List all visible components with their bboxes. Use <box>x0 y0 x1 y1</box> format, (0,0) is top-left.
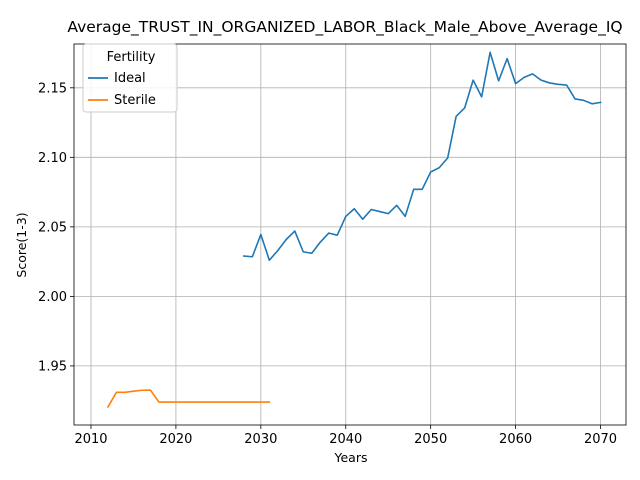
y-tick-label: 2.05 <box>38 220 67 235</box>
y-axis-label: Score(1-3) <box>14 212 29 277</box>
legend-title: Fertility <box>107 50 156 65</box>
series-layer <box>106 51 602 409</box>
x-axis: 2010 2020 2030 2040 2050 2060 2070 <box>74 425 617 447</box>
x-tick-label: 2060 <box>499 432 532 447</box>
x-tick-label: 2010 <box>74 432 107 447</box>
chart-title: Average_TRUST_IN_ORGANIZED_LABOR_Black_M… <box>67 18 622 37</box>
series-line-ideal <box>242 51 602 262</box>
x-tick-label: 2030 <box>244 432 277 447</box>
x-tick-label: 2020 <box>159 432 192 447</box>
x-tick-label: 2050 <box>414 432 447 447</box>
x-tick-label: 2070 <box>584 432 617 447</box>
y-tick-label: 2.00 <box>38 290 67 305</box>
x-axis-label: Years <box>334 450 368 465</box>
plot-frame <box>73 43 627 426</box>
y-axis: 1.95 2.00 2.05 2.10 2.15 <box>38 81 74 374</box>
series-line-sterile <box>106 389 271 409</box>
y-tick-label: 2.15 <box>38 81 67 96</box>
grid <box>74 44 626 425</box>
legend-box <box>82 43 178 113</box>
legend: Fertility Ideal Sterile <box>82 43 178 113</box>
legend-label-sterile: Sterile <box>114 93 156 108</box>
x-tick-label: 2040 <box>329 432 362 447</box>
y-tick-label: 2.10 <box>38 151 67 166</box>
y-tick-label: 1.95 <box>38 359 67 374</box>
legend-label-ideal: Ideal <box>114 71 146 86</box>
